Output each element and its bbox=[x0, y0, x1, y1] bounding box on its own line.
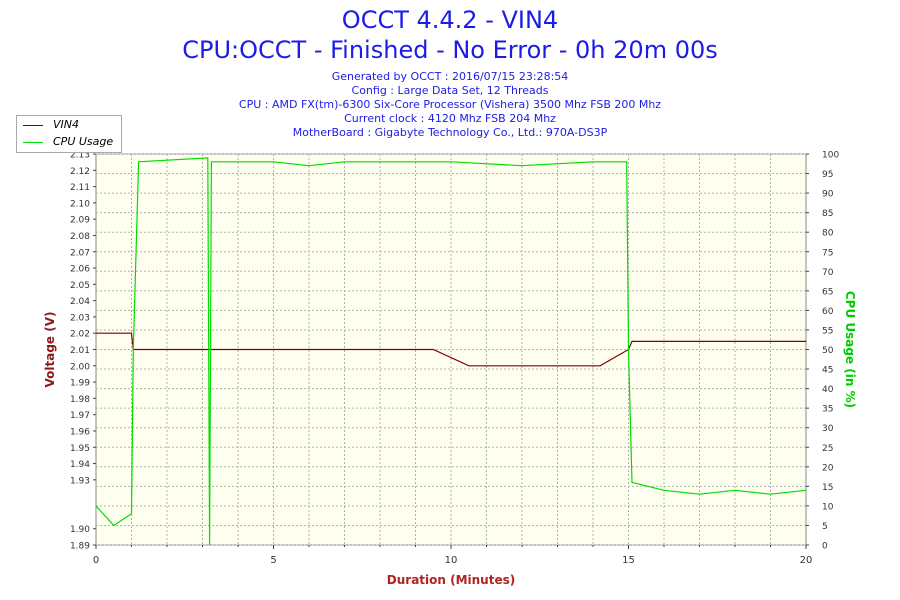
y-left-axis-label: Voltage (V) bbox=[43, 312, 57, 388]
info-generated: Generated by OCCT : 2016/07/15 23:28:54 bbox=[331, 70, 569, 83]
x-tick-label: 20 bbox=[800, 555, 813, 566]
y-left-tick-label: 1.90 bbox=[70, 525, 90, 535]
info-cpu: CPU : AMD FX(tm)-6300 Six-Core Processor… bbox=[238, 98, 662, 111]
y-right-tick-label: 85 bbox=[822, 209, 833, 219]
y-right-tick-label: 95 bbox=[822, 170, 833, 180]
series-line-vin4 bbox=[96, 332, 806, 367]
y-right-axis-label: CPU Usage (in %) bbox=[843, 291, 857, 408]
y-right-tick-label: 100 bbox=[822, 151, 839, 161]
x-tick-label: 0 bbox=[93, 555, 99, 566]
y-left-tick-label: 1.99 bbox=[70, 379, 90, 389]
legend-swatch-cpu-usage bbox=[23, 141, 43, 143]
y-right-tick-label: 90 bbox=[822, 190, 834, 200]
y-left-tick-label: 2.00 bbox=[70, 362, 90, 372]
y-right-tick-label: 80 bbox=[822, 229, 834, 239]
legend-swatch-vin4 bbox=[23, 124, 43, 126]
legend-item-cpu-usage: CPU Usage bbox=[23, 135, 113, 149]
legend-item-vin4: VIN4 bbox=[23, 118, 79, 132]
y-right-tick-label: 50 bbox=[822, 346, 834, 356]
y-right-tick-label: 40 bbox=[822, 385, 834, 395]
y-left-tick-label: 1.94 bbox=[70, 460, 90, 470]
y-left-tick-label: 1.96 bbox=[70, 427, 90, 437]
y-left-tick-label: 1.98 bbox=[70, 395, 90, 405]
y-left-tick-label: 2.05 bbox=[70, 281, 90, 291]
y-right-tick-label: 60 bbox=[822, 307, 834, 317]
y-left-tick-label: 2.08 bbox=[70, 232, 90, 242]
y-left-tick-label: 2.01 bbox=[70, 346, 90, 356]
info-clock: Current clock : 4120 Mhz FSB 204 Mhz bbox=[344, 112, 556, 125]
y-left-tick-label: 2.03 bbox=[70, 313, 90, 323]
y-right-tick-label: 10 bbox=[822, 502, 834, 512]
y-right-tick-label: 65 bbox=[822, 287, 833, 297]
legend-label-cpu-usage: CPU Usage bbox=[53, 135, 114, 148]
y-right-tick-label: 5 bbox=[822, 522, 828, 532]
x-tick-label: 5 bbox=[270, 555, 276, 566]
y-right-tick-label: 45 bbox=[822, 366, 833, 376]
y-right-tick-label: 30 bbox=[822, 424, 834, 434]
y-left-tick-label: 2.04 bbox=[70, 297, 90, 307]
x-tick-label: 10 bbox=[445, 555, 458, 566]
y-left-tick-label: 1.97 bbox=[70, 411, 90, 421]
y-right-tick-label: 35 bbox=[822, 405, 833, 415]
y-left-tick-label: 2.13 bbox=[70, 151, 90, 161]
y-left-tick-label: 2.11 bbox=[70, 183, 90, 193]
y-right-tick-label: 15 bbox=[822, 483, 833, 493]
y-right-tick-label: 70 bbox=[822, 268, 834, 278]
x-tick-label: 15 bbox=[622, 555, 635, 566]
chart-legend: VIN4 CPU Usage bbox=[16, 115, 122, 153]
series-line-cpu-usage bbox=[95, 157, 807, 546]
y-right-tick-label: 25 bbox=[822, 444, 833, 454]
x-axis-label: Duration (Minutes) bbox=[387, 573, 515, 587]
chart-title: OCCT 4.4.2 - VIN4 bbox=[341, 6, 559, 34]
y-left-tick-label: 2.07 bbox=[70, 248, 90, 258]
chart-subtitle: CPU:OCCT - Finished - No Error - 0h 20m … bbox=[182, 36, 718, 64]
y-right-tick-label: 0 bbox=[822, 542, 828, 552]
y-left-tick-label: 2.10 bbox=[70, 199, 90, 209]
y-right-tick-label: 55 bbox=[822, 326, 833, 336]
info-config: Config : Large Data Set, 12 Threads bbox=[351, 84, 549, 97]
y-left-tick-label: 2.12 bbox=[70, 167, 90, 177]
y-left-tick-label: 1.95 bbox=[70, 444, 90, 454]
y-left-tick-label: 1.93 bbox=[70, 476, 90, 486]
y-left-tick-label: 2.06 bbox=[70, 265, 90, 275]
y-right-tick-label: 20 bbox=[822, 463, 834, 473]
y-left-tick-label: 2.02 bbox=[70, 330, 90, 340]
y-left-tick-label: 2.09 bbox=[70, 216, 90, 226]
info-motherboard: MotherBoard : Gigabyte Technology Co., L… bbox=[292, 126, 608, 139]
legend-label-vin4: VIN4 bbox=[53, 118, 79, 131]
y-right-tick-label: 75 bbox=[822, 248, 833, 258]
y-left-tick-label: 1.89 bbox=[70, 542, 90, 552]
